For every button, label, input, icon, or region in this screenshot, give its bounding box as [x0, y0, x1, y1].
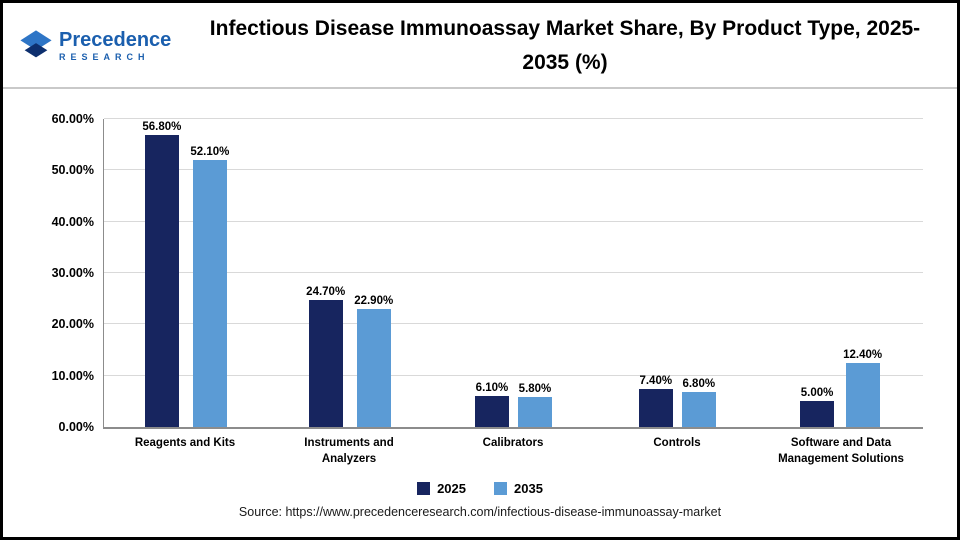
- gridline: [104, 323, 923, 325]
- bar-2025-2: [474, 395, 509, 427]
- legend-swatch: [417, 482, 431, 496]
- logo-subtitle: RESEARCH: [59, 51, 150, 62]
- category-label: Controls: [653, 437, 701, 449]
- bar-column: 6.80%: [681, 119, 716, 427]
- ytick-label: 60.00%: [51, 112, 94, 126]
- bar-value-label: 5.00%: [800, 387, 834, 400]
- category-label: Reagents and Kits: [134, 437, 236, 449]
- gridline: [104, 220, 923, 222]
- legend-swatch: [494, 482, 507, 496]
- logo-diamond-icon: [20, 30, 52, 58]
- bar-2035-4: [845, 363, 880, 427]
- legend-label: 2025: [437, 481, 466, 497]
- bar-groups: 56.80% 52.10% 24.70% 22.90% 6.10% 5.80% 7.40% 6…: [104, 119, 923, 427]
- logo-name: Precedence: [59, 28, 172, 51]
- bar-value-label: 5.80%: [518, 383, 552, 396]
- bar-value-label: 56.80%: [142, 121, 182, 134]
- ytick-label: 0.00%: [58, 420, 94, 434]
- precedence-research-logo: Precedence RESEARCH: [19, 29, 189, 63]
- bar-group: 6.10% 5.80%: [432, 119, 596, 427]
- logo-text: Precedence RESEARCH: [59, 28, 172, 62]
- bar-column: 24.70%: [306, 119, 345, 427]
- source-text: Source: https://www.precedenceresearch.c…: [238, 505, 722, 520]
- bar-2035-3: [681, 392, 716, 427]
- ytick-label: 50.00%: [51, 163, 94, 178]
- ytick-label: 10.00%: [51, 368, 94, 383]
- bar-2025-4: [800, 401, 835, 427]
- bar-column: 52.10%: [190, 119, 229, 427]
- bar-value-label: 7.40%: [639, 375, 673, 388]
- bar-column: 56.80%: [142, 119, 181, 427]
- bar-group: 24.70% 22.90%: [268, 119, 432, 427]
- legend-item-2025: 2025: [417, 481, 466, 496]
- bar-column: 7.40%: [638, 119, 673, 427]
- gridline: [104, 118, 923, 119]
- category-label: Instruments and Analyzers: [304, 437, 394, 465]
- bar-column: 12.40%: [843, 119, 882, 427]
- bar-group: 5.00% 12.40%: [759, 119, 923, 427]
- bar-2035-2: [517, 397, 552, 427]
- legend-label: 2035: [514, 481, 543, 497]
- bar-2025-3: [638, 389, 673, 427]
- ytick-label: 40.00%: [51, 214, 94, 229]
- bar-2035-1: [356, 309, 391, 427]
- category-label: Calibrators: [482, 437, 544, 449]
- bar-value-label: 6.80%: [682, 378, 716, 391]
- bar-2035-0: [192, 159, 227, 427]
- gridline: [104, 374, 923, 376]
- bar-value-label: 12.40%: [843, 349, 883, 362]
- gridline: [104, 272, 923, 273]
- bar-value-label: 6.10%: [475, 381, 509, 394]
- bar-column: 6.10%: [474, 119, 509, 427]
- bar-value-label: 22.90%: [354, 295, 394, 308]
- bar-column: 5.80%: [517, 119, 552, 427]
- ytick-label: 30.00%: [51, 266, 94, 280]
- header: Precedence RESEARCH Infectious Disease I…: [3, 3, 957, 89]
- chart-title: Infectious Disease Immunoassay Market Sh…: [209, 17, 921, 74]
- legend-item-2035: 2035: [494, 481, 543, 496]
- bar-column: 5.00%: [800, 119, 835, 427]
- category-label: Software and Data Management Solutions: [778, 437, 904, 465]
- category-labels: Reagents and Kits Instruments and Analyze…: [103, 436, 923, 467]
- bar-column: 22.90%: [354, 119, 393, 427]
- ytick-label: 20.00%: [51, 317, 94, 332]
- legend: 2025 2035: [3, 481, 957, 496]
- bar-2025-1: [308, 300, 343, 427]
- bar-value-label: 24.70%: [306, 286, 346, 299]
- bar-group: 56.80% 52.10%: [104, 119, 268, 427]
- bar-value-label: 52.10%: [190, 145, 230, 158]
- bar-2025-0: [144, 135, 179, 427]
- plot-area: 0.00% 10.00% 20.00% 30.00% 40.00% 50.00% 60.00…: [52, 112, 923, 434]
- gridline: [104, 169, 923, 171]
- bar-group: 7.40% 6.80%: [595, 119, 759, 427]
